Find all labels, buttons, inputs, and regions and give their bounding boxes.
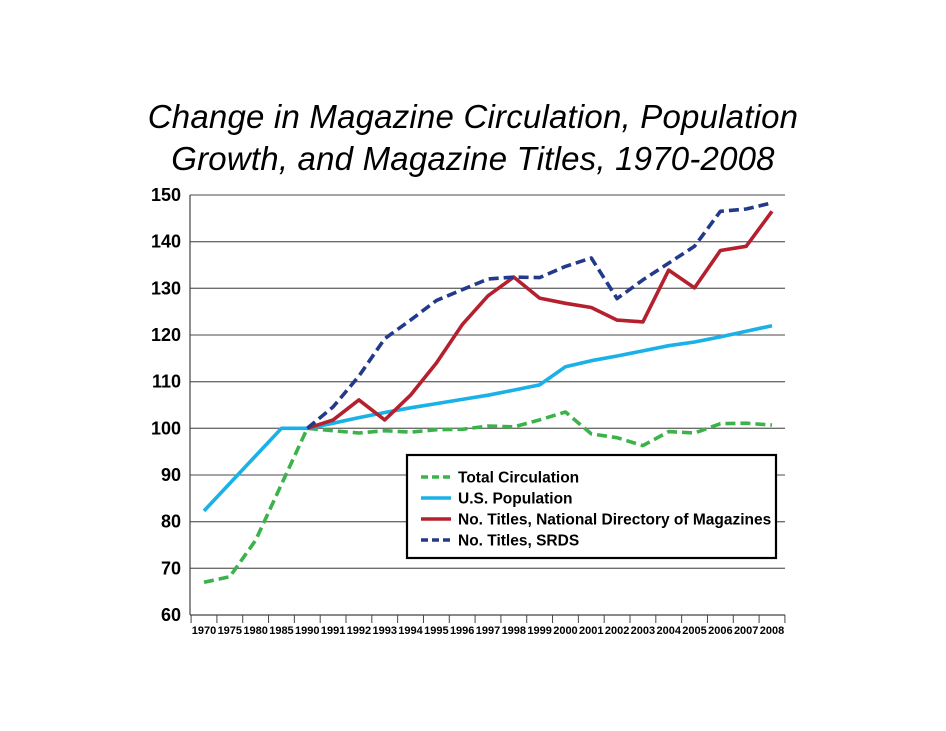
legend: Total Circulation U.S. Population No. Titl… <box>405 453 778 560</box>
x-tick-label: 1994 <box>398 625 423 637</box>
x-tick-label: 2004 <box>656 625 681 637</box>
y-tick-label: 90 <box>161 465 181 485</box>
series-line-4 <box>306 201 773 430</box>
x-tick-label: 2006 <box>708 625 732 637</box>
y-tick-label: 120 <box>151 325 181 345</box>
x-tick-label: 2001 <box>579 625 603 637</box>
x-tick-label: 1999 <box>527 625 551 637</box>
x-tick-label: 1980 <box>243 625 267 637</box>
y-tick-label: 130 <box>151 278 181 298</box>
series-line-1 <box>203 410 773 585</box>
y-tick-label: 70 <box>161 558 181 578</box>
x-tick-label: 1985 <box>269 625 293 637</box>
chart-title-line-2: Growth, and Magazine Titles, 1970-2008 <box>171 140 775 177</box>
x-tick-label: 2005 <box>682 625 706 637</box>
x-tick-label: 1991 <box>321 625 345 637</box>
y-tick-label: 110 <box>152 372 181 392</box>
y-tick-label: 60 <box>161 605 181 625</box>
x-tick-label: 2003 <box>631 625 655 637</box>
y-tick-label: 100 <box>151 418 181 438</box>
x-tick-label: 1990 <box>295 625 319 637</box>
legend-label-4: No. Titles, SRDS <box>458 533 579 550</box>
legend-label-3: No. Titles, National Directory of Magazi… <box>458 512 771 529</box>
x-tick-label: 1975 <box>218 625 242 637</box>
x-tick-label: 1997 <box>476 625 500 637</box>
y-tick-label: 150 <box>151 185 181 205</box>
legend-label-1: Total Circulation <box>458 470 579 487</box>
x-tick-label: 2002 <box>605 625 629 637</box>
legend-box <box>405 453 778 560</box>
x-tick-label: 2007 <box>734 625 758 637</box>
series-line-3 <box>306 210 774 431</box>
legend-label-2: U.S. Population <box>458 491 573 508</box>
x-tick-label: 1992 <box>347 625 371 637</box>
x-tick-label: 1996 <box>450 625 474 637</box>
x-tick-label: 2000 <box>553 625 577 637</box>
series-line-2 <box>202 323 773 513</box>
chart-title-line-1: Change in Magazine Circulation, Populati… <box>147 98 799 135</box>
y-tick-label: 140 <box>151 232 181 252</box>
x-tick-label: 1993 <box>372 625 396 637</box>
x-tick-label: 1970 <box>192 625 216 637</box>
x-tick-label: 1998 <box>502 625 526 637</box>
series-lines <box>202 201 774 585</box>
x-tick-label: 2008 <box>760 625 784 637</box>
y-tick-label: 80 <box>161 512 181 532</box>
x-tick-label: 1995 <box>424 625 448 637</box>
